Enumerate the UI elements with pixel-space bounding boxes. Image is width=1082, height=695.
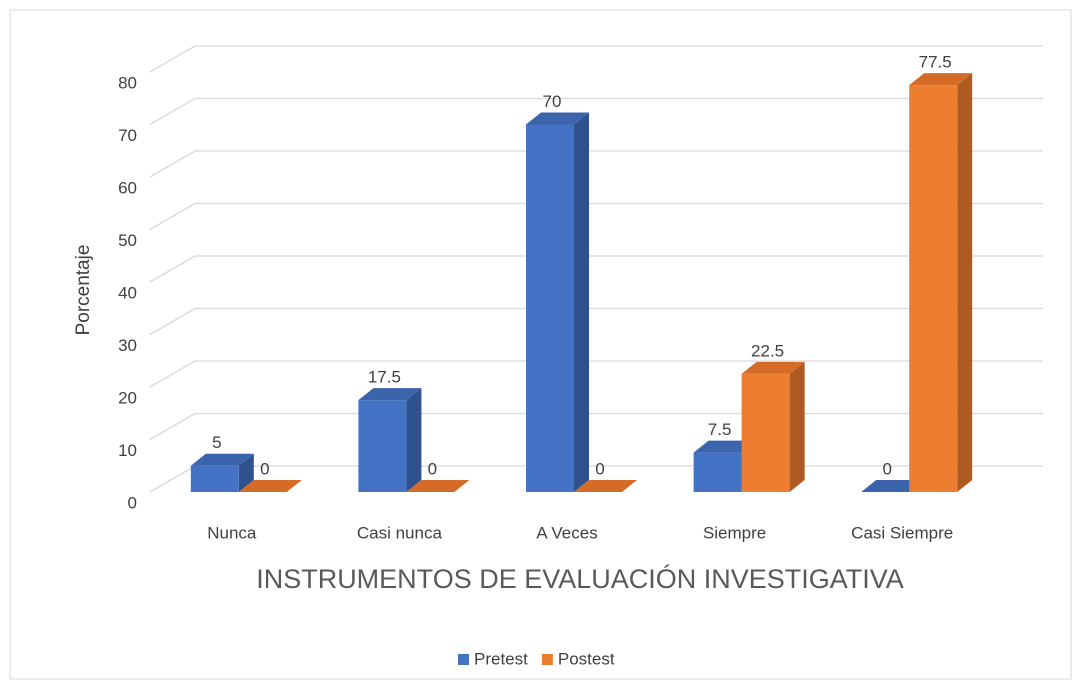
data-label: 0 (595, 459, 604, 478)
y-tick-label: 60 (118, 178, 137, 197)
bar-face (406, 480, 470, 492)
data-label: 0 (428, 459, 437, 478)
bar-face (861, 480, 925, 492)
bar-face (358, 388, 422, 401)
grid-line (149, 45, 1043, 73)
bar (526, 112, 589, 492)
grid-line (149, 97, 1043, 126)
bar-face (526, 112, 589, 125)
y-tick-label: 40 (118, 283, 137, 302)
bar-face (909, 85, 958, 492)
x-tick-label: A Veces (536, 523, 597, 542)
y-tick-label: 20 (118, 388, 137, 407)
bar-face (957, 73, 973, 492)
grid-line (149, 150, 1043, 178)
bar-face (238, 480, 302, 492)
legend-label: Pretest (474, 649, 528, 668)
bar-face (789, 361, 805, 492)
data-label: 7.5 (708, 420, 732, 439)
x-tick-label: Casi Siempre (851, 523, 953, 542)
grid-line (149, 307, 1043, 336)
data-label: 77.5 (919, 53, 952, 72)
bar (406, 480, 470, 492)
legend-swatch (541, 654, 553, 665)
grid-line (149, 360, 1043, 388)
bar-face (909, 73, 973, 86)
bar-face (574, 112, 589, 492)
bar (574, 480, 637, 492)
bar-face (693, 452, 742, 492)
bar (861, 480, 925, 492)
x-axis-title: INSTRUMENTOS DE EVALUACIÓN INVESTIGATIVA (256, 563, 904, 594)
grid-line (149, 255, 1043, 283)
data-label: 17.5 (368, 368, 401, 387)
bar-face (741, 373, 790, 492)
x-tick-label: Siempre (703, 523, 766, 542)
bar (358, 388, 422, 492)
x-tick-label: Casi nunca (357, 523, 443, 542)
legend-label: Postest (558, 649, 615, 668)
bar (909, 73, 973, 492)
bar-face (190, 453, 254, 466)
bar-face (526, 124, 574, 492)
y-tick-label: 80 (118, 73, 137, 92)
y-axis-title: Porcentaje (73, 245, 94, 336)
bar-face (741, 361, 805, 374)
grid-line (149, 202, 1043, 231)
data-label: 5 (212, 433, 221, 452)
y-tick-label: 0 (128, 493, 137, 512)
y-tick-label: 70 (118, 126, 137, 145)
bar-face (693, 440, 757, 453)
bar (238, 480, 302, 492)
bar (190, 453, 254, 492)
bar-face (190, 465, 239, 492)
bar-face (406, 388, 422, 492)
y-tick-label: 30 (118, 336, 137, 355)
data-label: 0 (882, 459, 891, 478)
bar-face (358, 400, 407, 492)
y-tick-label: 50 (118, 231, 137, 250)
bar (741, 361, 805, 492)
bar-face (574, 480, 637, 492)
bar-face (238, 453, 254, 492)
legend-swatch (458, 654, 469, 665)
y-tick-label: 10 (118, 441, 137, 460)
x-tick-label: Nunca (207, 523, 257, 542)
data-label: 0 (260, 459, 269, 478)
data-label: 70 (543, 92, 562, 111)
data-label: 22.5 (751, 341, 784, 360)
